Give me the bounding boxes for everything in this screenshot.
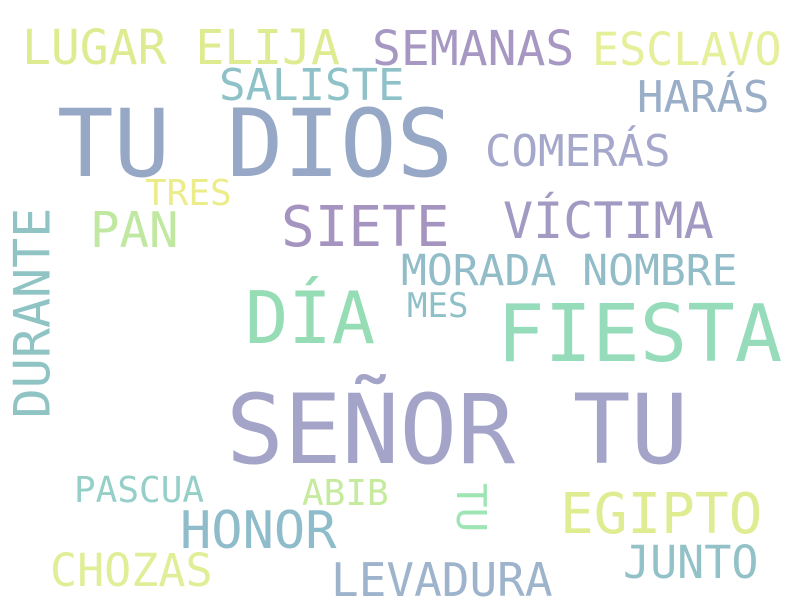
word-mes: MES — [407, 286, 469, 326]
word-egipto: EGIPTO — [560, 482, 763, 547]
word-comeras: COMERÁS — [485, 126, 671, 177]
word-tres: TRES — [145, 173, 232, 214]
word-levadura: LEVADURA — [331, 553, 553, 607]
word-dia: DÍA — [245, 276, 376, 360]
word-chozas: CHOZAS — [50, 544, 213, 597]
word-pascua: PASCUA — [74, 470, 205, 511]
word-tu-vertical: TU — [447, 482, 496, 533]
word-victima: VÍCTIMA — [503, 192, 714, 250]
word-fiesta: FIESTA — [497, 288, 783, 380]
word-senor-tu: SEÑOR TU — [226, 374, 689, 486]
word-morada-nombre: MORADA NOMBRE — [401, 246, 738, 296]
word-saliste: SALISTE — [219, 60, 405, 111]
word-tu-dios: TU DIOS — [57, 90, 454, 199]
word-durante: DURANTE — [3, 207, 62, 419]
word-honor: HONOR — [180, 501, 337, 561]
word-haras: HARÁS — [637, 72, 770, 123]
word-semanas: SEMANAS — [372, 21, 575, 77]
word-lugar-elija: LUGAR ELIJA — [22, 20, 340, 76]
word-esclavo: ESCLAVO — [592, 23, 782, 76]
word-siete: SIETE — [281, 195, 450, 260]
word-abib: ABIB — [302, 473, 389, 514]
word-junto: JUNTO — [623, 536, 759, 589]
word-pan: PAN — [90, 202, 179, 259]
